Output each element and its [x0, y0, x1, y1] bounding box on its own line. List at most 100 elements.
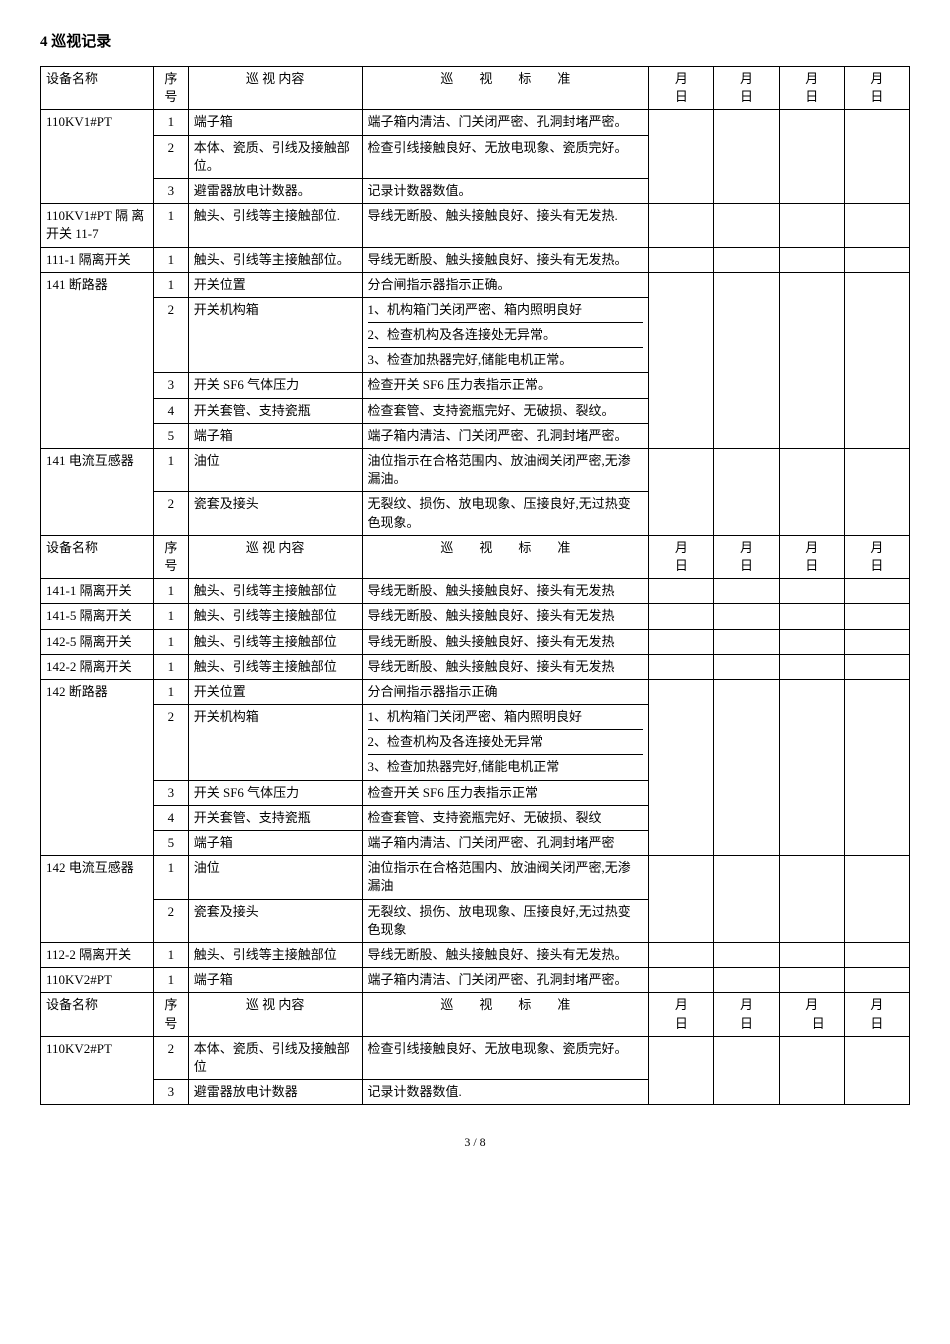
cell-date [779, 579, 844, 604]
cell-seq: 1 [153, 968, 188, 993]
cell-date [844, 247, 909, 272]
cell-date [714, 449, 779, 536]
cell-content: 触头、引线等主接触部位。 [188, 247, 362, 272]
cell-standard: 分合闸指示器指示正确。 [362, 272, 649, 297]
cell-content: 瓷套及接头 [188, 899, 362, 942]
cell-standard: 端子箱内清洁、门关闭严密、孔洞封堵严密。 [362, 968, 649, 993]
cell-standard: 导线无断股、触头接触良好、接头有无发热。 [362, 247, 649, 272]
cell-seq: 2 [153, 135, 188, 178]
cell-standard: 油位指示在合格范围内、放油阀关闭严密,无渗漏油。 [362, 449, 649, 492]
cell-date [649, 272, 714, 448]
cell-date [779, 449, 844, 536]
table-row: 141-5 隔离开关1触头、引线等主接触部位导线无断股、触头接触良好、接头有无发… [41, 604, 910, 629]
cell-date [714, 110, 779, 204]
table-row: 142-5 隔离开关1触头、引线等主接触部位导线无断股、触头接触良好、接头有无发… [41, 629, 910, 654]
cell-seq: 5 [153, 831, 188, 856]
cell-standard: 导线无断股、触头接触良好、接头有无发热。 [362, 942, 649, 967]
cell-standard: 1、机构箱门关闭严密、箱内照明良好2、检查机构及各连接处无异常3、检查加热器完好… [362, 705, 649, 781]
cell-content: 开关机构箱 [188, 297, 362, 373]
cell-content: 油位 [188, 856, 362, 899]
cell-name: 141 断路器 [41, 272, 154, 448]
cell-date [844, 449, 909, 536]
cell-content: 开关 SF6 气体压力 [188, 780, 362, 805]
cell-date [649, 1036, 714, 1105]
cell-standard: 导线无断股、触头接触良好、接头有无发热 [362, 654, 649, 679]
cell-standard: 检查引线接触良好、无放电现象、瓷质完好。 [362, 1036, 649, 1079]
cell-date [844, 679, 909, 855]
header-seq: 序号 [153, 535, 188, 578]
header-name: 设备名称 [41, 535, 154, 578]
cell-date [714, 204, 779, 247]
cell-seq: 2 [153, 899, 188, 942]
cell-content: 触头、引线等主接触部位 [188, 654, 362, 679]
cell-date [844, 654, 909, 679]
cell-standard: 导线无断股、触头接触良好、接头有无发热 [362, 629, 649, 654]
cell-name: 142-5 隔离开关 [41, 629, 154, 654]
cell-date [649, 942, 714, 967]
table-row: 142-2 隔离开关1触头、引线等主接触部位导线无断股、触头接触良好、接头有无发… [41, 654, 910, 679]
cell-standard: 检查套管、支持瓷瓶完好、无破损、裂纹 [362, 805, 649, 830]
cell-standard: 导线无断股、触头接触良好、接头有无发热. [362, 204, 649, 247]
table-row: 141-1 隔离开关1触头、引线等主接触部位导线无断股、触头接触良好、接头有无发… [41, 579, 910, 604]
cell-seq: 1 [153, 204, 188, 247]
cell-content: 触头、引线等主接触部位 [188, 942, 362, 967]
cell-name: 110KV2#PT [41, 968, 154, 993]
cell-date [714, 856, 779, 943]
cell-date [779, 247, 844, 272]
cell-content: 开关位置 [188, 679, 362, 704]
cell-standard: 端子箱内清洁、门关闭严密、孔洞封堵严密。 [362, 423, 649, 448]
cell-content: 本体、瓷质、引线及接触部位 [188, 1036, 362, 1079]
cell-name: 141-5 隔离开关 [41, 604, 154, 629]
cell-date [779, 204, 844, 247]
cell-date [779, 679, 844, 855]
page-title: 4 巡视记录 [40, 30, 910, 51]
header-content: 巡 视 内容 [188, 67, 362, 110]
pager: 3 / 8 [40, 1135, 910, 1150]
cell-content: 开关套管、支持瓷瓶 [188, 398, 362, 423]
cell-name: 110KV1#PT 隔 离 开关 11-7 [41, 204, 154, 247]
header-date: 月日 [649, 535, 714, 578]
cell-standard: 无裂纹、损伤、放电现象、压接良好,无过热变色现象 [362, 899, 649, 942]
cell-date [844, 629, 909, 654]
cell-date [779, 629, 844, 654]
cell-seq: 5 [153, 423, 188, 448]
cell-name: 142 断路器 [41, 679, 154, 855]
inspection-table: 设备名称序号巡 视 内容巡 视 标 准月日月日月日月日110KV1#PT1端子箱… [40, 66, 910, 1105]
cell-date [714, 272, 779, 448]
cell-seq: 1 [153, 579, 188, 604]
table-row: 141 电流互感器1油位油位指示在合格范围内、放油阀关闭严密,无渗漏油。 [41, 449, 910, 492]
cell-date [714, 968, 779, 993]
cell-seq: 2 [153, 297, 188, 373]
cell-date [649, 604, 714, 629]
cell-content: 开关 SF6 气体压力 [188, 373, 362, 398]
header-date: 月日 [714, 535, 779, 578]
header-date: 月日 [779, 535, 844, 578]
cell-content: 油位 [188, 449, 362, 492]
cell-date [844, 856, 909, 943]
cell-content: 端子箱 [188, 423, 362, 448]
cell-date [844, 1036, 909, 1105]
cell-date [714, 604, 779, 629]
header-date: 月日 [714, 67, 779, 110]
cell-date [649, 968, 714, 993]
cell-date [779, 1036, 844, 1105]
cell-date [714, 679, 779, 855]
cell-standard: 记录计数器数值. [362, 1080, 649, 1105]
cell-content: 触头、引线等主接触部位 [188, 579, 362, 604]
cell-content: 端子箱 [188, 831, 362, 856]
cell-date [844, 204, 909, 247]
header-date: 月 日 [779, 993, 844, 1036]
cell-content: 开关机构箱 [188, 705, 362, 781]
table-header-row: 设备名称序号巡 视 内容巡 视 标 准月日月日月日月日 [41, 535, 910, 578]
header-date: 月日 [714, 993, 779, 1036]
cell-date [714, 247, 779, 272]
header-date: 月日 [844, 67, 909, 110]
cell-seq: 1 [153, 629, 188, 654]
cell-content: 触头、引线等主接触部位 [188, 604, 362, 629]
cell-content: 瓷套及接头 [188, 492, 362, 535]
cell-date [649, 629, 714, 654]
cell-seq: 3 [153, 178, 188, 203]
header-name: 设备名称 [41, 993, 154, 1036]
cell-standard: 检查套管、支持瓷瓶完好、无破损、裂纹。 [362, 398, 649, 423]
cell-content: 触头、引线等主接触部位 [188, 629, 362, 654]
